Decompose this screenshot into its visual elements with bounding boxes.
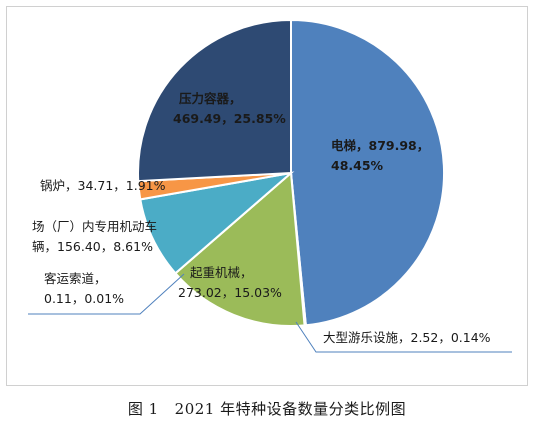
label-vehicle-line1: 场（厂）内专用机动车: [32, 219, 157, 234]
label-ropeway-line2: 0.11，0.01%: [44, 291, 124, 306]
label-vehicle-line2: 辆，156.40，8.61%: [32, 239, 153, 254]
leader-line-ropeway: [28, 273, 185, 315]
figure-title: 2021 年特种设备数量分类比例图: [174, 400, 407, 418]
figure-number: 图 1: [127, 400, 159, 418]
pie-slice-6: [137, 18, 292, 183]
label-boiler: 锅炉，34.71，1.91%: [40, 178, 166, 193]
label-pressure-line1: 压力容器，: [179, 91, 242, 106]
pie-slices: [137, 18, 446, 327]
label-elevator-line1: 电梯，879.98，: [331, 138, 429, 153]
label-amusement: 大型游乐设施，2.52，0.14%: [323, 330, 491, 345]
pie-slice-4: [139, 171, 295, 275]
label-elevator-line2: 48.45%: [331, 158, 384, 173]
leader-line-amusement: [295, 321, 512, 353]
label-ropeway-line1: 客运索道，: [44, 271, 107, 286]
label-crane-line1: 起重机械，: [190, 265, 253, 280]
pie-slice-0: [290, 18, 446, 327]
label-crane-line2: 273.02，15.03%: [178, 285, 282, 300]
label-pressure-line2: 469.49，25.85%: [173, 111, 286, 126]
pie-slice-2: [174, 170, 306, 327]
figure-caption: 图 1 2021 年特种设备数量分类比例图: [0, 398, 534, 419]
